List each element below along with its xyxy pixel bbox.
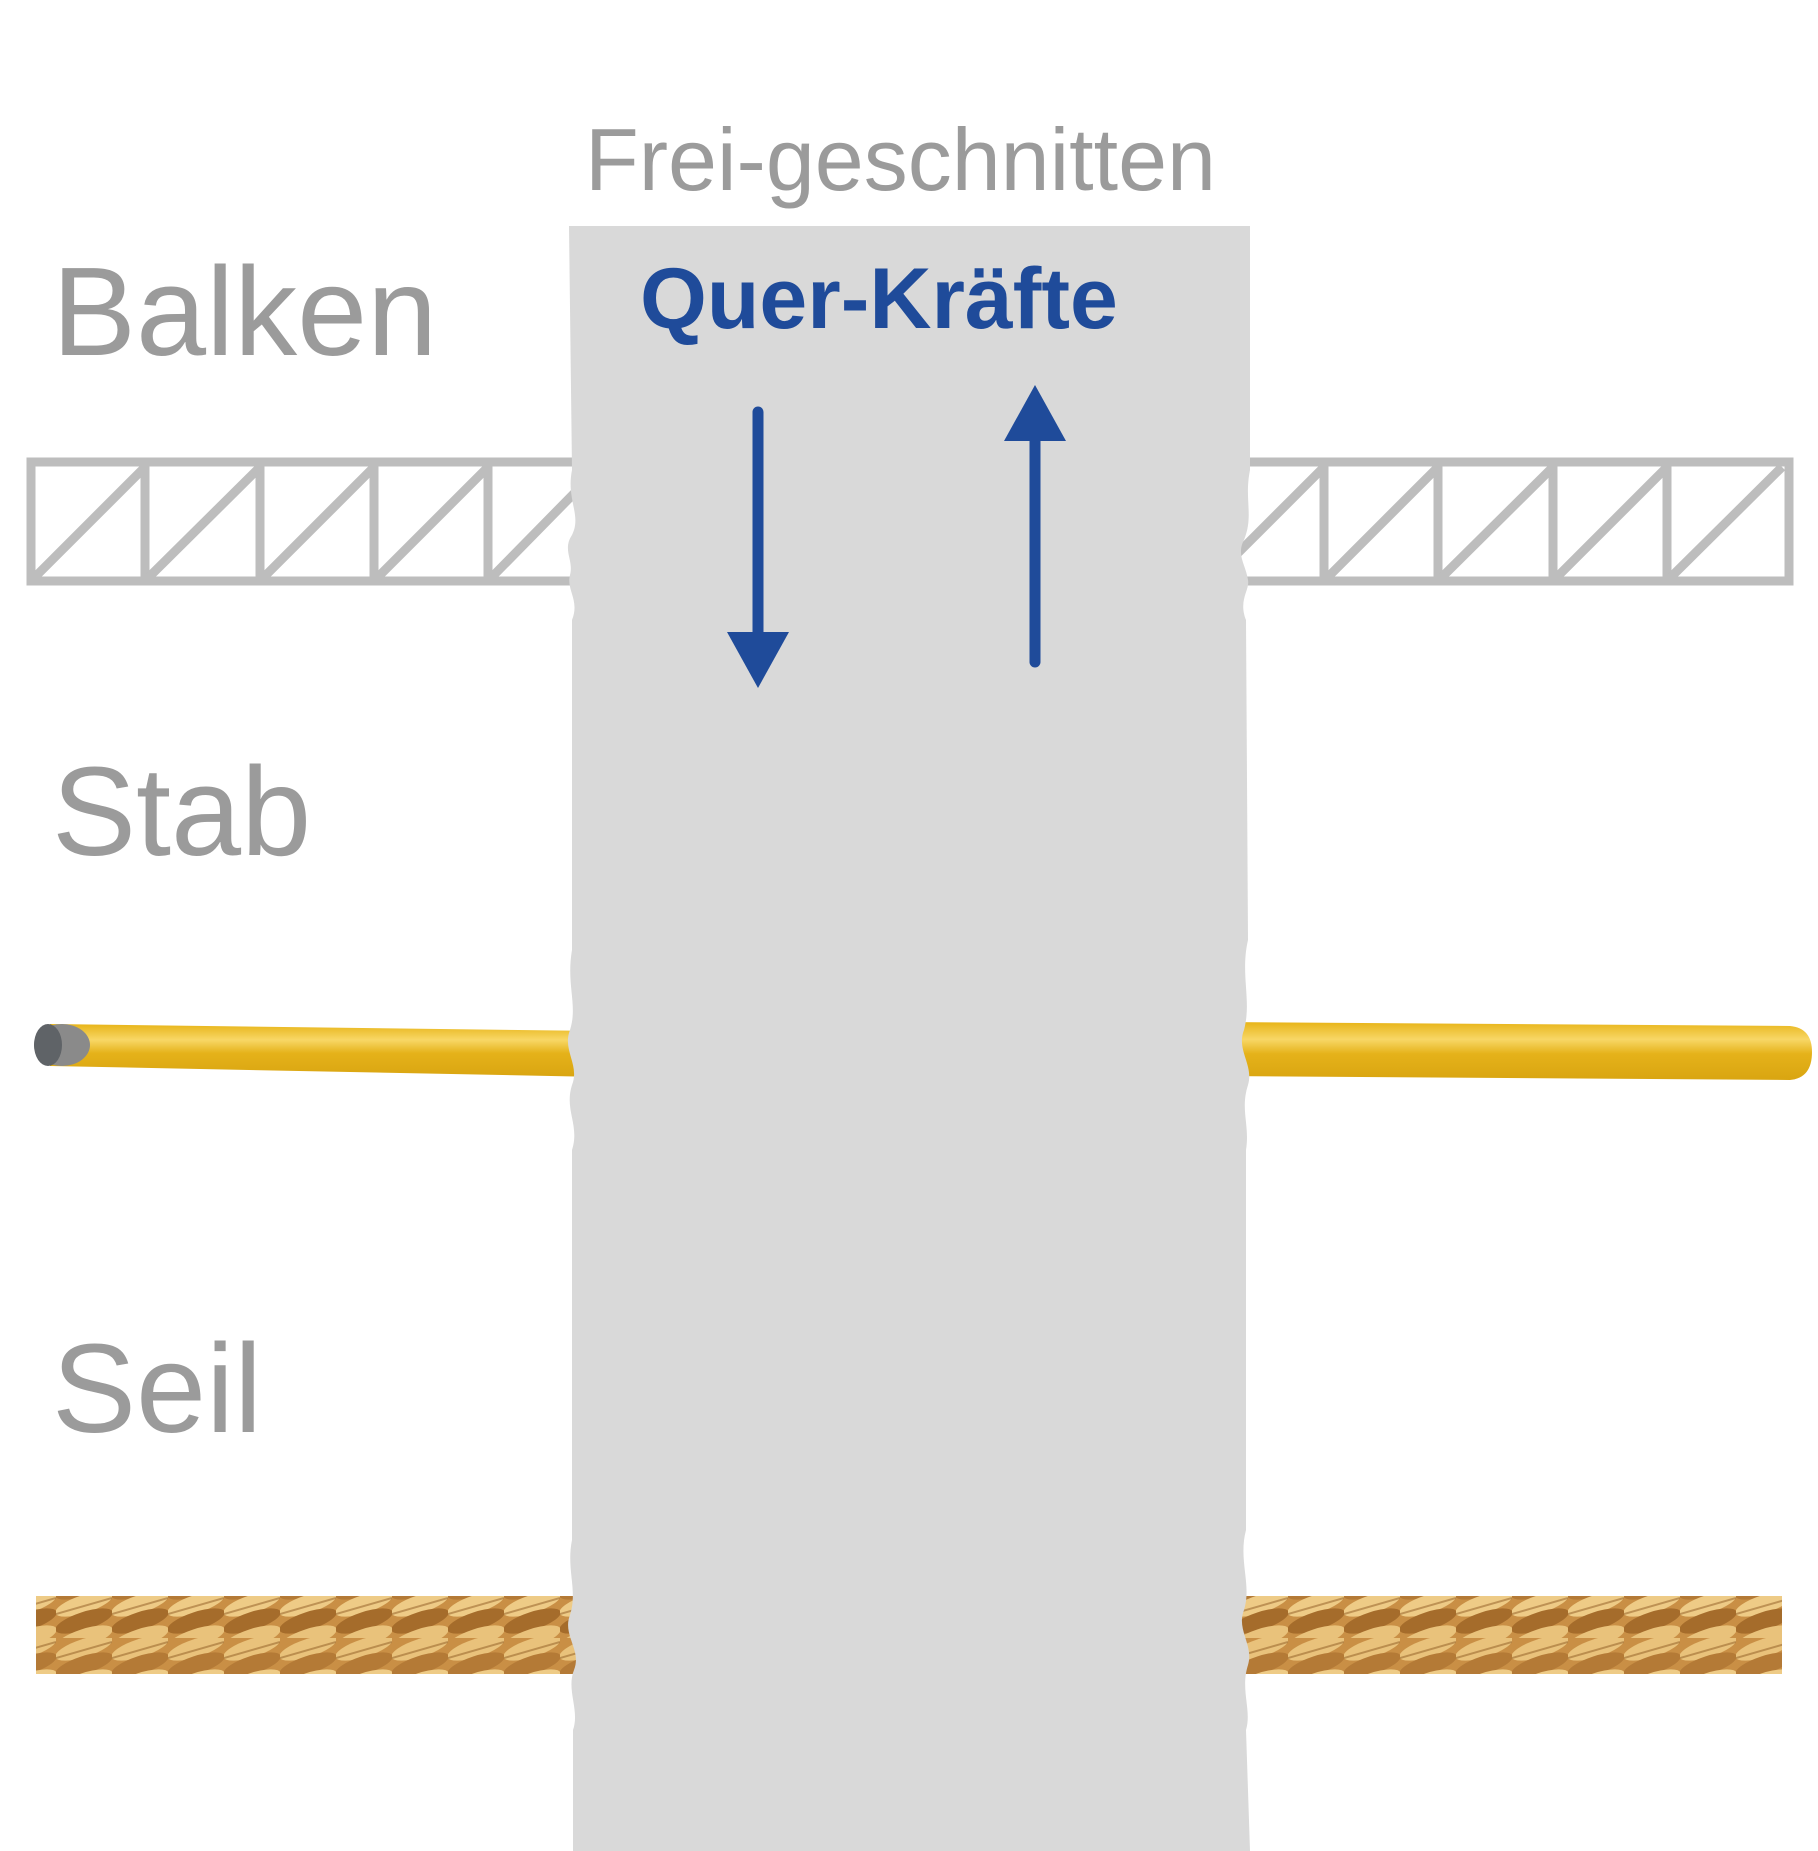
rod	[34, 1022, 1812, 1080]
cut-panel	[567, 226, 1250, 1851]
arrow-up-icon	[1004, 385, 1066, 668]
rod-label: Stab	[52, 741, 311, 882]
arrow-down-icon	[727, 406, 789, 688]
rope-label: Seil	[52, 1318, 262, 1459]
forces-label: Quer-Kräfte	[640, 251, 1118, 347]
beam-label: Balken	[52, 241, 437, 382]
rope	[36, 1596, 1782, 1674]
panel-heading: Frei-geschnitten	[585, 110, 1216, 209]
